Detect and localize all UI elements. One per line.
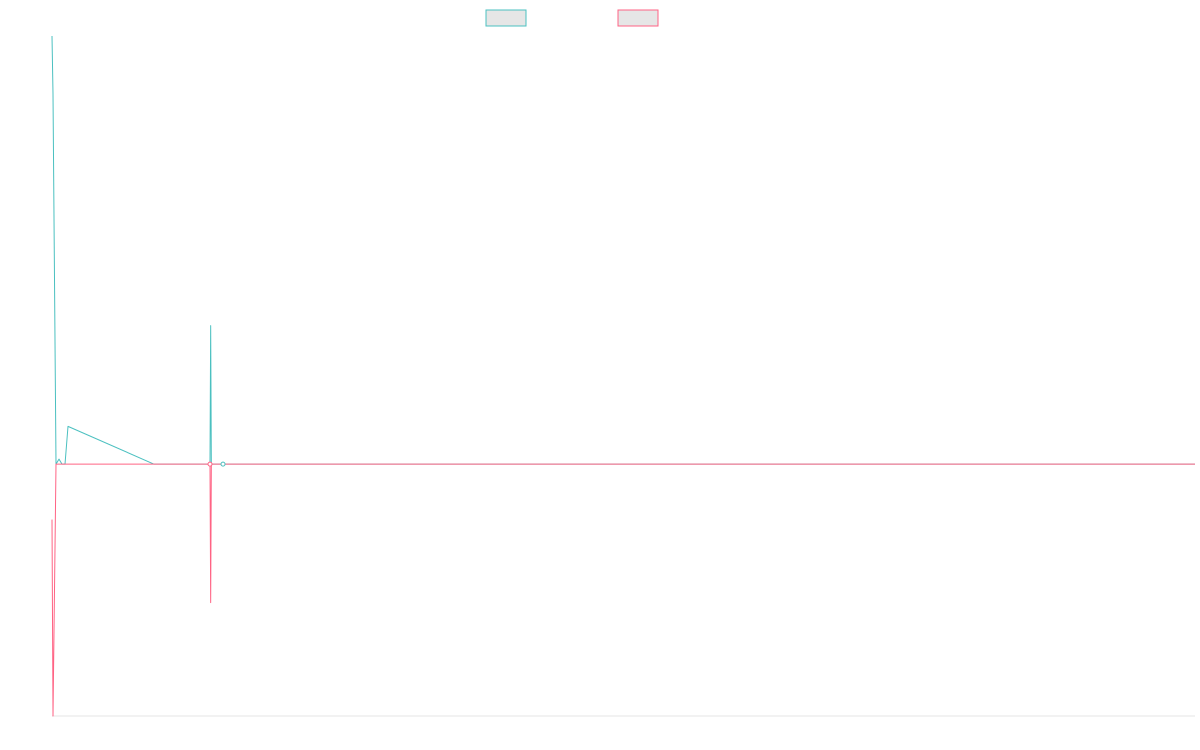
legend-item-2[interactable]: [617, 9, 659, 27]
legend-swatch-2: [617, 9, 659, 27]
data-point-1[interactable]: [207, 461, 213, 467]
legend-item-1[interactable]: [485, 9, 527, 27]
series-line-2: [51, 463, 1195, 717]
legend-swatch-1: [485, 9, 527, 27]
series-line-1: [51, 35, 1195, 465]
chart-legend[interactable]: [485, 9, 659, 27]
plot-area: [51, 35, 1195, 717]
data-point-2[interactable]: [220, 461, 226, 467]
